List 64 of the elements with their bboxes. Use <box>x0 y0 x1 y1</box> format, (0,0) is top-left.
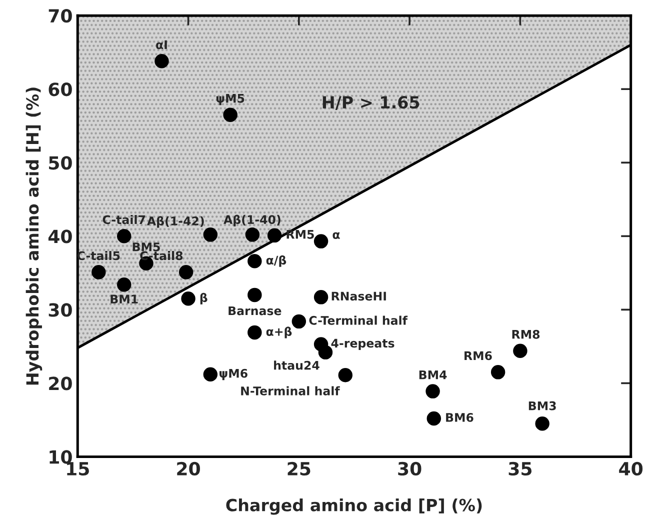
annotation: BM4 <box>419 370 447 380</box>
x-tick-label: 40 <box>619 462 643 476</box>
x-tick-label: 30 <box>398 462 422 476</box>
x-tick-label: 35 <box>508 462 532 476</box>
point <box>154 54 169 68</box>
point <box>92 265 106 280</box>
annotation: RM8 <box>512 330 540 339</box>
y-tick-label: 40 <box>48 230 72 244</box>
point <box>314 234 328 248</box>
point <box>426 384 440 398</box>
point <box>426 411 442 426</box>
annotation: BM1 <box>110 294 138 304</box>
annotation: Aβ(1-40) <box>224 214 280 226</box>
x-tick-label: 20 <box>177 462 200 476</box>
annotation: ψM5 <box>216 94 244 106</box>
annotation: H/P > 1.65 <box>322 96 420 110</box>
annotation: α/β <box>266 255 286 267</box>
point <box>116 278 132 292</box>
point <box>203 228 218 242</box>
point <box>248 254 262 268</box>
y-tick-label: 20 <box>49 376 72 390</box>
point <box>181 292 196 306</box>
x-tick-label: 25 <box>288 462 310 476</box>
point <box>178 265 194 280</box>
annotation: htau24 <box>274 360 320 370</box>
y-tick-label: 30 <box>48 303 72 317</box>
point <box>245 228 260 242</box>
annotation: C-Terminal half <box>309 316 408 325</box>
point <box>267 228 282 243</box>
annotation: C-tail7 <box>102 214 146 224</box>
y-axis-title: Hydrophobic amino acid [H] (%) <box>26 88 42 385</box>
annotation: RM6 <box>464 351 492 360</box>
annotation: α <box>332 232 340 239</box>
y-tick-label: 10 <box>50 450 72 464</box>
annotation: Aβ(1-42) <box>146 216 204 228</box>
point <box>248 325 262 340</box>
annotation: RNaseHI <box>332 292 386 301</box>
point <box>203 367 218 382</box>
point <box>318 345 333 360</box>
annotation: Barnase <box>228 306 282 316</box>
point <box>292 314 306 329</box>
point <box>535 416 550 431</box>
point <box>116 229 132 244</box>
point <box>513 344 528 358</box>
y-tick-label: 60 <box>48 82 72 96</box>
annotation: BM6 <box>446 412 474 422</box>
point <box>248 288 262 302</box>
annotation: BM5 <box>132 242 160 252</box>
point <box>338 368 352 382</box>
x-tick-label: 15 <box>67 462 89 476</box>
point <box>490 365 506 380</box>
annotation: ψM6 <box>220 368 248 380</box>
annotation: BM3 <box>528 401 556 410</box>
annotation: RM5 <box>286 230 314 239</box>
x-axis-title: Charged amino acid [P] (%) <box>226 498 482 515</box>
annotation: 4-repeats <box>331 338 394 350</box>
y-tick-label: 50 <box>49 156 72 170</box>
annotation: β <box>200 292 208 304</box>
y-tick-label: 70 <box>48 9 72 23</box>
annotation: N-Terminal half <box>241 386 340 396</box>
point <box>223 108 238 122</box>
annotation: αI <box>156 40 167 50</box>
point <box>314 290 328 304</box>
annotation: α+β <box>266 326 292 338</box>
